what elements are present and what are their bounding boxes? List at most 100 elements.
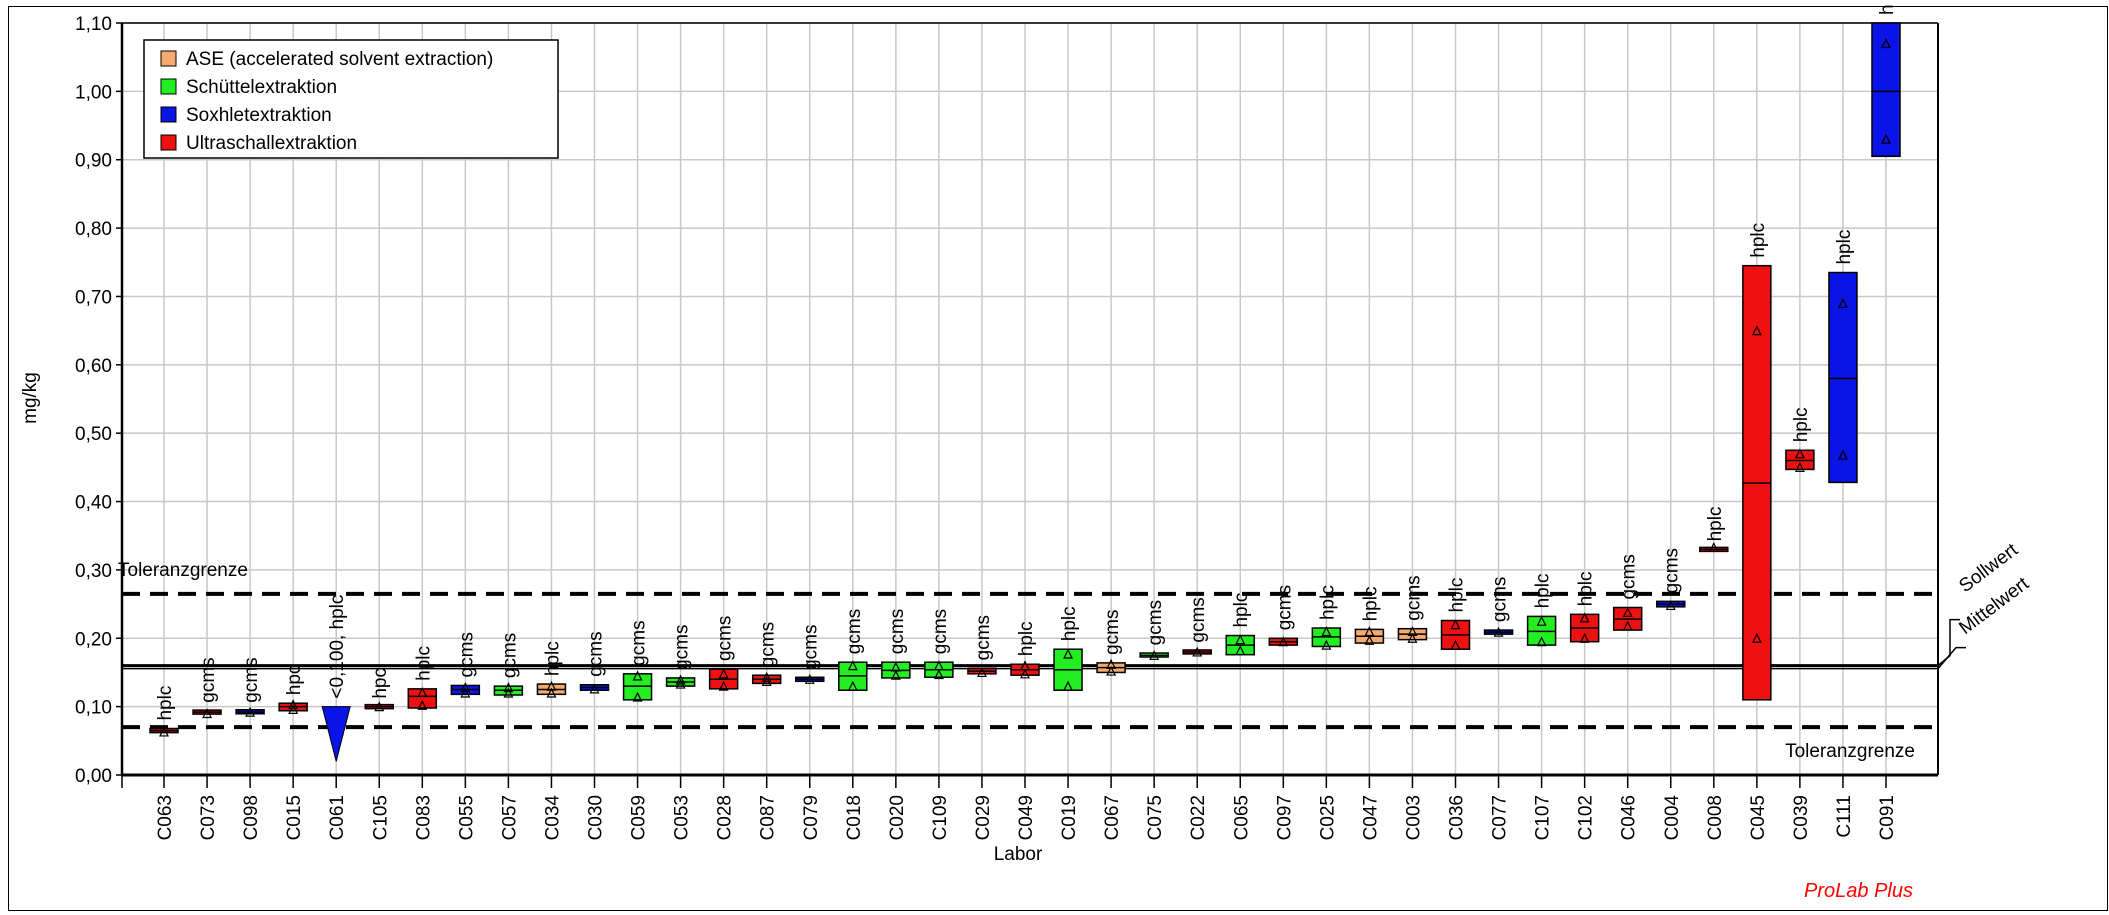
brand-label: ProLab Plus [1804,880,1913,902]
y-tick-label: 1,10 [75,14,112,35]
x-tick-label: C061 [327,795,348,840]
method-label: gcms [973,615,994,660]
replicate-point [847,680,858,691]
censored-value-marker [321,706,351,762]
replicate-point [1149,650,1160,660]
x-tick-label: C087 [758,795,779,840]
y-tick-label: 1,00 [75,82,112,103]
replicate-point [503,687,514,698]
method-label: gcms [1102,609,1123,654]
x-tick-label: C067 [1102,795,1123,840]
replicate-point [1794,462,1805,472]
x-tick-label: C105 [370,795,391,840]
replicate-point [1063,648,1074,659]
replicate-point [503,682,514,693]
replicate-point [1192,646,1203,657]
legend-swatch [160,106,177,123]
legend-swatch [160,78,177,95]
x-tick-label: C045 [1748,795,1769,840]
replicate-point [1881,38,1891,49]
replicate-point [1536,636,1547,647]
replicate-point [890,669,901,680]
method-label: hplc [1360,587,1381,622]
replicate-point [1665,600,1676,611]
replicate-point [159,726,169,737]
x-tick-label: C083 [413,795,434,840]
replicate-point [1106,658,1117,669]
method-label: gcms [715,616,736,661]
replicate-point [933,660,944,671]
method-label: gcms [1274,585,1295,630]
method-label: hplc [542,641,563,676]
x-tick-label: C022 [1188,795,1209,840]
legend-swatch [160,50,177,67]
method-label: gcms [241,657,262,702]
x-tick-label: C025 [1317,795,1338,840]
replicate-point [1450,619,1461,630]
x-tick-label: C034 [542,795,563,841]
replicate-point [1278,636,1289,647]
replicate-point [288,704,299,714]
y-tick-label: 0,90 [75,151,112,172]
chart-frame [8,6,2108,911]
x-tick-label: C073 [198,795,219,840]
method-label: <0,100, hplc [327,595,348,699]
replicate-point [288,699,299,710]
method-label: h [1877,4,1898,15]
replicate-point [847,660,858,671]
y-tick-label: 0,30 [75,561,112,582]
y-tick-label: 0,00 [75,766,112,787]
y-tick-label: 0,70 [75,287,112,308]
method-label: gcms [672,625,693,670]
method-label: hplc [1533,574,1554,609]
method-label: hplc [1016,621,1037,656]
x-tick-label: C055 [456,795,477,840]
x-tick-label: C008 [1705,795,1726,840]
replicate-point [1881,133,1891,144]
method-label: hplc [1791,407,1812,442]
target-value-leader [1937,618,1960,667]
replicate-point [546,680,557,691]
replicate-point [890,661,901,672]
replicate-point [1020,660,1030,671]
method-label: hplc [413,646,434,681]
replicate-point [1450,639,1461,650]
replicate-point [460,682,471,693]
replicate-point [1235,645,1246,656]
x-tick-label: C107 [1533,795,1554,840]
y-axis-title: mg/kg [20,372,41,424]
method-label: hplc [1748,223,1769,258]
replicate-point [417,699,428,710]
replicate-point [1622,620,1633,631]
replicate-point [1751,325,1762,336]
x-tick-label: C075 [1145,795,1166,840]
x-tick-label: C036 [1447,795,1468,840]
x-tick-label: C063 [155,795,176,840]
replicate-point [374,701,385,712]
replicate-point [976,667,987,678]
replicate-point [589,683,600,694]
x-axis-title: Labor [994,844,1043,865]
x-tick-label: C046 [1619,795,1640,840]
method-label: gcms [801,625,822,670]
method-label: gcms [1403,575,1424,620]
y-tick-label: 0,50 [75,424,112,445]
replicate-point [718,680,729,691]
replicate-point [1751,632,1762,643]
replicate-point [1536,615,1547,626]
legend-label: ASE (accelerated solvent extraction) [186,49,493,70]
method-label: gcms [887,609,908,654]
upper-tolerance-label: Toleranzgrenze [118,560,248,581]
method-label: hplc [1576,571,1597,606]
method-label: gcms [1619,554,1640,599]
method-label: gcms [1662,548,1683,593]
replicate-point [632,670,643,681]
replicate-point [1364,634,1375,645]
x-tick-label: C039 [1791,795,1812,840]
replicate-point [546,687,557,698]
y-tick-label: 0,10 [75,698,112,719]
method-label: gcms [198,657,219,702]
method-label: gcms [1490,577,1511,622]
replicate-point [1837,297,1848,308]
